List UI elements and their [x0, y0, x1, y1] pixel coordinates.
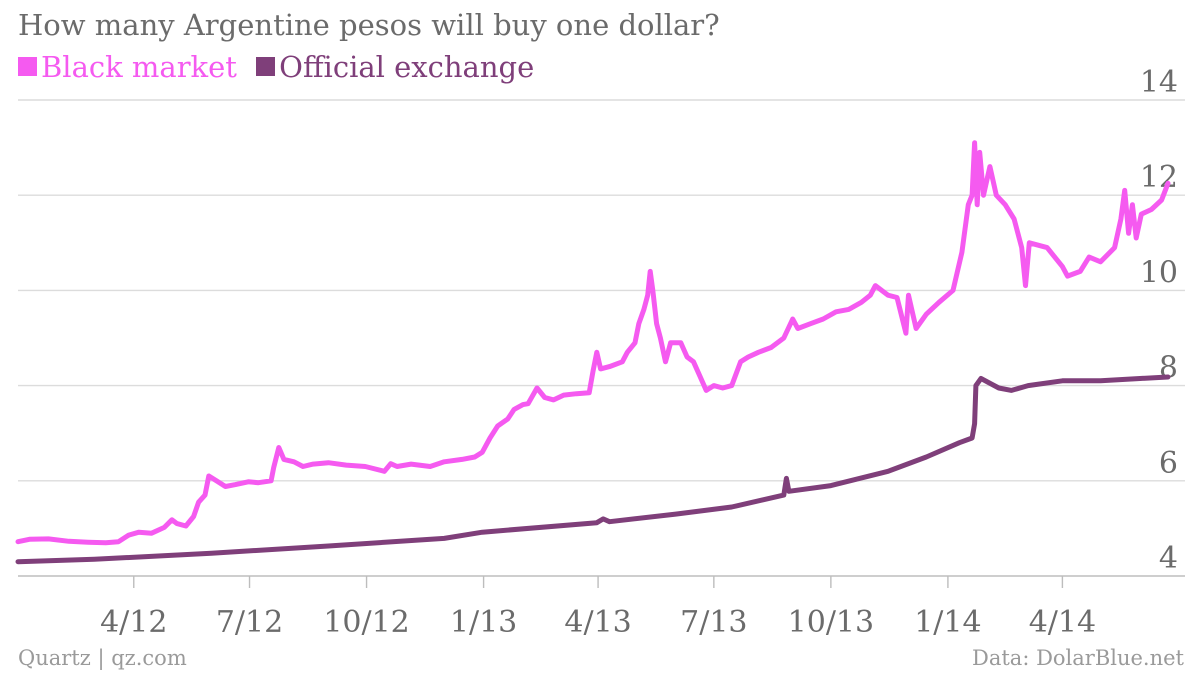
- legend-swatch-official-exchange: [256, 57, 276, 76]
- y-tick-label-12: 12: [1140, 160, 1178, 195]
- legend: Black market Official exchange: [18, 50, 544, 84]
- y-tick-label-8: 8: [1159, 351, 1178, 386]
- footer-source-right: Data: DolarBlue.net: [972, 646, 1184, 670]
- x-tick-label-10-12: 10/12: [323, 605, 409, 640]
- y-tick-label-14: 14: [1140, 65, 1178, 100]
- chart-title: How many Argentine pesos will buy one do…: [18, 8, 720, 42]
- legend-item-black-market: Black market: [18, 50, 237, 84]
- y-tick-label-4: 4: [1159, 541, 1178, 576]
- x-tick-label-4-14: 4/14: [1029, 605, 1096, 640]
- series-line-black-market: [15, 140, 1171, 546]
- series-line-official-exchange: [15, 374, 1171, 565]
- y-tick-label-10: 10: [1140, 255, 1178, 290]
- footer-source-left: Quartz | qz.com: [18, 646, 187, 670]
- legend-label-official-exchange: Official exchange: [279, 50, 535, 84]
- y-tick-label-6: 6: [1159, 446, 1178, 481]
- x-tick-label-4-13: 4/13: [564, 605, 631, 640]
- x-tick-label-4-12: 4/12: [100, 605, 167, 640]
- x-tick-label-1-13: 1/13: [450, 605, 517, 640]
- x-tick-label-1-14: 1/14: [914, 605, 981, 640]
- x-tick-label-7-12: 7/12: [216, 605, 283, 640]
- legend-label-black-market: Black market: [41, 50, 237, 84]
- x-tick-label-10-13: 10/13: [788, 605, 874, 640]
- x-tick-label-7-13: 7/13: [680, 605, 747, 640]
- legend-item-official-exchange: Official exchange: [256, 50, 534, 84]
- legend-swatch-black-market: [18, 57, 37, 76]
